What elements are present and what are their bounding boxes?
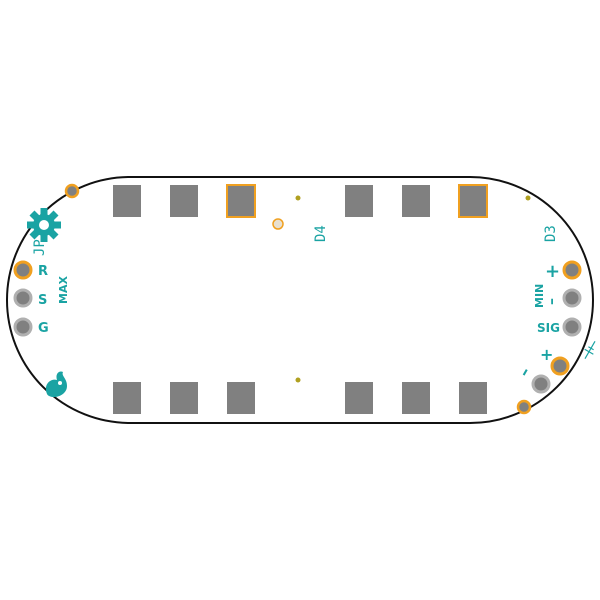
pad-top-6 bbox=[458, 184, 488, 218]
via-center bbox=[272, 218, 284, 230]
pad-bottom-1 bbox=[113, 382, 141, 414]
pad-top-2 bbox=[170, 185, 198, 217]
bottom-pad-row bbox=[113, 382, 487, 414]
pad-top-3 bbox=[226, 184, 256, 218]
pin-sig bbox=[562, 317, 582, 337]
pad-bottom-2 bbox=[170, 382, 198, 414]
batt-pin-plus bbox=[550, 356, 570, 376]
dot-top-center bbox=[295, 195, 301, 201]
label-right-plus: + bbox=[545, 261, 560, 282]
label-pin-r: R bbox=[38, 264, 48, 279]
right-header-pins bbox=[562, 260, 582, 337]
gear-logo-icon bbox=[27, 208, 61, 242]
label-pin-g: G bbox=[38, 321, 49, 336]
pad-bottom-4 bbox=[345, 382, 373, 414]
pin-s bbox=[13, 288, 33, 308]
top-pad-row bbox=[113, 184, 488, 218]
label-right-minus: – bbox=[544, 298, 560, 305]
pin-r bbox=[13, 260, 33, 280]
label-right-min: MIN bbox=[533, 284, 546, 308]
dot-top-right bbox=[525, 195, 531, 201]
flame-logo-icon bbox=[45, 371, 67, 397]
pin-plus bbox=[562, 260, 582, 280]
label-max: MAX bbox=[57, 276, 70, 304]
label-right-sig: SIG bbox=[537, 321, 560, 335]
via-bottom-right bbox=[516, 399, 532, 415]
battery-symbol-icon bbox=[584, 341, 596, 359]
ref-d4: D4 bbox=[313, 225, 329, 242]
pad-top-5 bbox=[402, 185, 430, 217]
dot-mid-center bbox=[295, 377, 301, 383]
ref-jp: JP bbox=[32, 239, 48, 256]
pin-g bbox=[13, 317, 33, 337]
board-outline bbox=[6, 176, 594, 424]
via-top-left bbox=[64, 183, 80, 199]
vias bbox=[64, 183, 532, 415]
left-header-pins bbox=[13, 260, 33, 337]
ref-d3: D3 bbox=[543, 225, 559, 242]
pad-bottom-5 bbox=[402, 382, 430, 414]
pin-minus bbox=[562, 288, 582, 308]
pad-bottom-6 bbox=[459, 382, 487, 414]
label-pin-s: S bbox=[38, 293, 47, 308]
batt-pin-minus bbox=[531, 374, 551, 394]
pad-top-1 bbox=[113, 185, 141, 217]
label-batt-plus: + bbox=[540, 345, 553, 364]
pad-bottom-3 bbox=[227, 382, 255, 414]
pad-top-4 bbox=[345, 185, 373, 217]
battery-pins bbox=[531, 356, 570, 394]
